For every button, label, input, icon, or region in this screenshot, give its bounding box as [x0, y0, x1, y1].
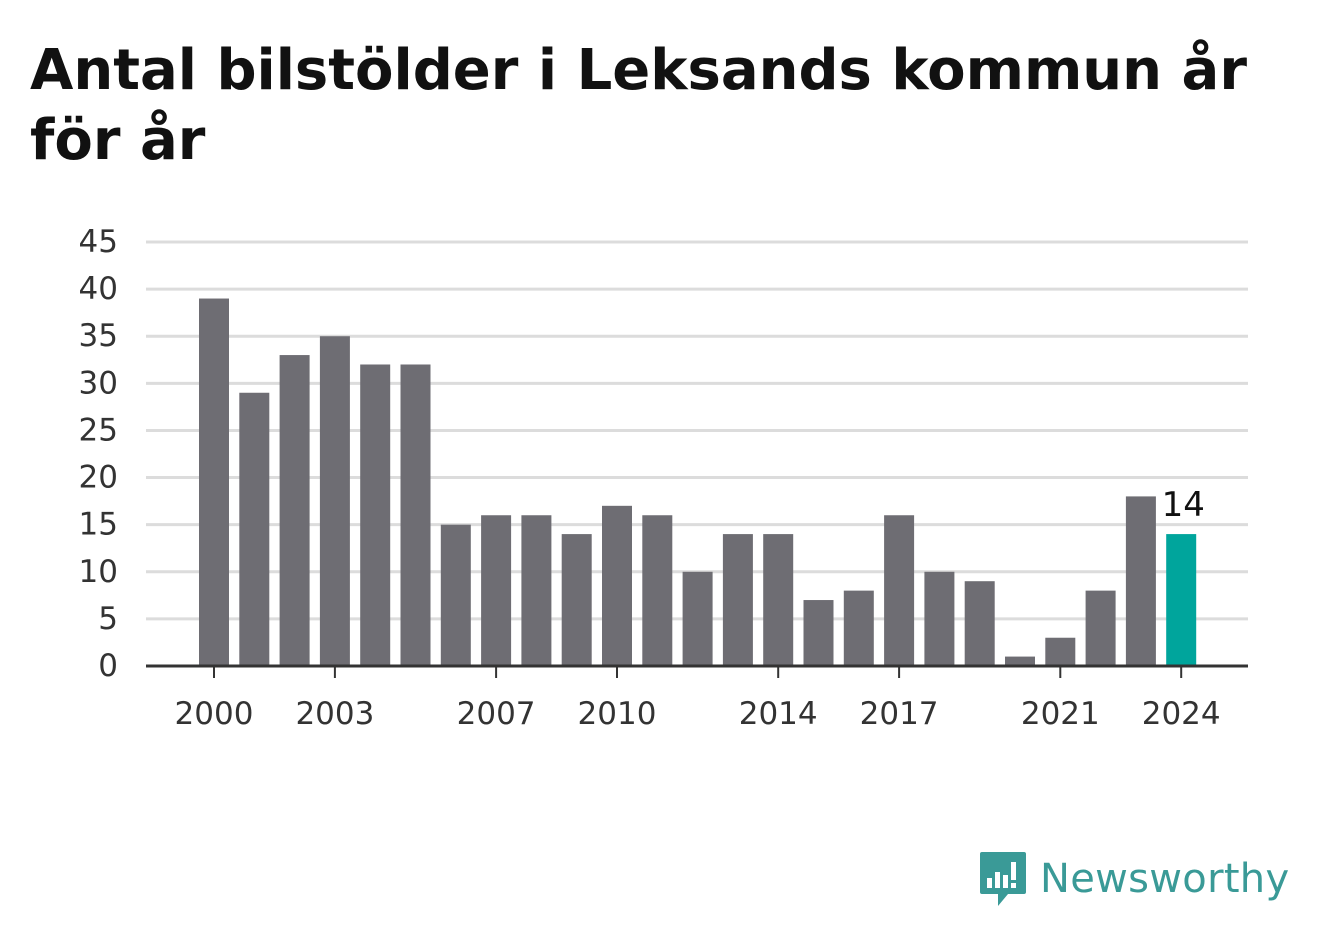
logo-text: Newsworthy — [1040, 856, 1290, 902]
y-axis-tick-labels: 0 5 10 15 20 25 30 35 40 45 — [79, 224, 118, 684]
chart-title: Antal bilstölder i Leksands kommun år fö… — [30, 38, 1247, 173]
y-tick-label: 40 — [79, 271, 118, 307]
bar-2018 — [924, 571, 955, 666]
newsworthy-logo: Newsworthy — [978, 848, 1289, 910]
y-tick-label: 5 — [98, 601, 118, 637]
bar-2017 — [884, 515, 915, 666]
y-tick-label: 15 — [79, 507, 118, 543]
bar-2004 — [360, 364, 391, 666]
bar-2011 — [642, 515, 673, 666]
x-tick-label: 2000 — [175, 696, 254, 732]
x-tick-label: 2021 — [1021, 696, 1100, 732]
bar-2019 — [964, 581, 995, 666]
y-tick-label: 20 — [79, 460, 118, 496]
bar-2016 — [843, 590, 874, 666]
data-label-2024: 14 — [1162, 485, 1205, 525]
bar-2007 — [481, 515, 512, 666]
bar-2021 — [1045, 637, 1076, 666]
bar-2000 — [199, 298, 229, 666]
bar-2022 — [1085, 590, 1116, 666]
grid-lines — [146, 240, 1248, 621]
y-tick-label: 30 — [79, 365, 118, 401]
bar-2024 — [1166, 534, 1197, 666]
y-tick-label: 10 — [79, 554, 118, 590]
x-axis-ticks: 2000 2003 2007 2010 2014 2017 2021 2024 — [175, 666, 1221, 732]
bar-2020 — [1005, 656, 1035, 666]
bar-2013 — [722, 534, 753, 666]
bar-2009 — [561, 534, 592, 666]
y-tick-label: 45 — [79, 224, 118, 260]
x-tick-label: 2017 — [860, 696, 939, 732]
bar-2001 — [239, 392, 270, 666]
y-tick-label: 25 — [79, 412, 118, 448]
y-tick-label: 35 — [79, 318, 118, 354]
bar-2006 — [440, 524, 471, 666]
y-tick-label: 0 — [98, 648, 118, 684]
bar-2005 — [400, 364, 431, 666]
bar-2014 — [763, 534, 794, 666]
bar-2010 — [602, 505, 632, 666]
x-tick-label: 2003 — [295, 696, 374, 732]
bars — [199, 298, 1197, 666]
bar-2023 — [1125, 496, 1156, 666]
bar-2003 — [319, 336, 350, 666]
x-tick-label: 2007 — [457, 696, 536, 732]
bar-2002 — [279, 355, 310, 666]
bar-2008 — [521, 515, 552, 666]
x-tick-label: 2014 — [739, 696, 818, 732]
x-tick-label: 2024 — [1142, 696, 1221, 732]
data-labels: 14 — [1162, 485, 1205, 525]
newsworthy-logo-icon — [980, 852, 1026, 906]
x-tick-label: 2010 — [578, 696, 657, 732]
bar-2015 — [803, 600, 834, 666]
bar-2012 — [682, 571, 713, 666]
